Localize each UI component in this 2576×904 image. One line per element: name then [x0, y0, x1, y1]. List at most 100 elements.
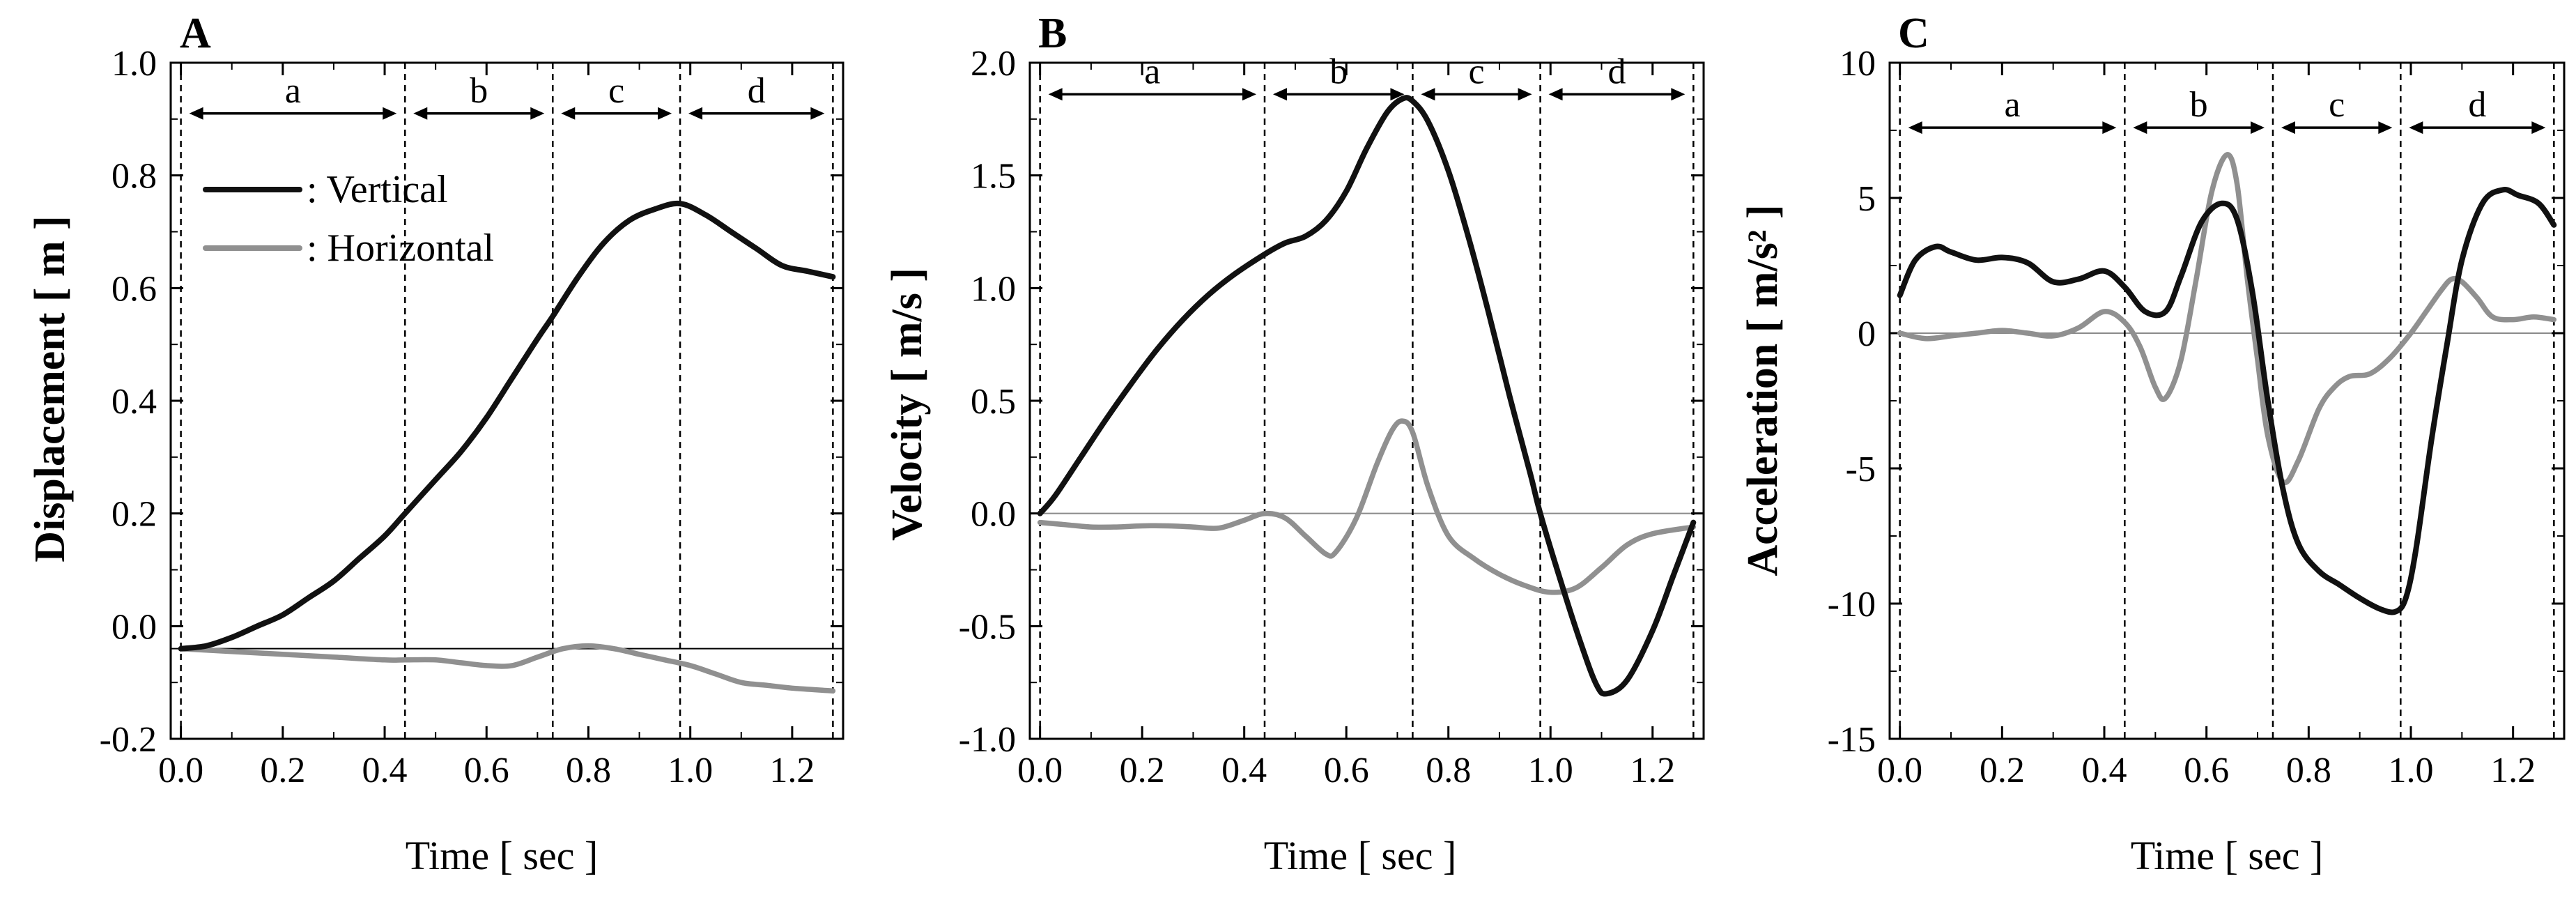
- phase-arrow-head-left: [189, 107, 203, 120]
- y-axis-title: Acceleration [ m/s² ]: [1739, 204, 1787, 576]
- phase-arrow-head-left: [2409, 121, 2423, 135]
- phase-arrow-head-left: [1548, 88, 1563, 101]
- panel-velocity: B Velocity [ m/s ] Time [ sec ] a b c d 0.0 0…: [884, 10, 1705, 878]
- phase-arrow: [2133, 121, 2265, 135]
- x-axis-title: Time [ sec ]: [406, 833, 599, 878]
- series-line-horizontal: [1037, 418, 1697, 595]
- x-tick-label: 0.4: [362, 751, 408, 790]
- x-tick-label: 0.2: [260, 751, 305, 790]
- y-tick-label: 5: [1858, 179, 1876, 219]
- y-tick-label: 1.0: [971, 269, 1016, 309]
- phase-label: a: [2004, 85, 2020, 125]
- phase-label: a: [285, 71, 301, 111]
- x-axis-title: Time [ sec ]: [2131, 833, 2324, 878]
- phase-arrow-head-right: [2251, 121, 2265, 135]
- phase-arrow-head-right: [810, 107, 825, 120]
- y-tick-label: 1.0: [111, 44, 157, 84]
- x-tick-label: 0.8: [1426, 751, 1471, 790]
- y-tick-label: 0.6: [111, 269, 157, 309]
- phase-arrow: [1421, 88, 1532, 101]
- phase-arrow-head-right: [2102, 121, 2117, 135]
- x-axis-title: Time [ sec ]: [1264, 833, 1457, 878]
- y-tick-label: -0.2: [100, 720, 157, 760]
- phase-arrow: [561, 107, 672, 120]
- phase-arrow-head-left: [1272, 88, 1287, 101]
- phase-arrow-head-right: [1390, 88, 1405, 101]
- y-tick-label: 1.5: [971, 157, 1016, 197]
- y-tick-label: 0.4: [111, 382, 157, 422]
- x-tick-label: 1.0: [2389, 751, 2434, 790]
- x-tick-label: 0.2: [1120, 751, 1165, 790]
- series-line-horizontal: [178, 643, 836, 694]
- y-tick-label: 0.0: [111, 607, 157, 647]
- x-tick-label: 0.6: [1324, 751, 1369, 790]
- x-tick-label: 0.0: [158, 751, 203, 790]
- y-tick-label: 0.8: [111, 157, 157, 197]
- x-tick-label: 0.8: [2286, 751, 2331, 790]
- phase-arrow: [189, 107, 397, 120]
- phase-arrow-head-left: [2133, 121, 2147, 135]
- phase-arrow-head-right: [1671, 88, 1686, 101]
- y-tick-label: -1.0: [959, 720, 1016, 760]
- y-tick-label: 0: [1858, 314, 1876, 354]
- y-tick-label: -10: [1828, 585, 1876, 625]
- phase-arrow-head-right: [530, 107, 545, 120]
- y-tick-label: 10: [1840, 44, 1876, 84]
- y-tick-label: -5: [1846, 450, 1876, 489]
- phase-arrow-head-left: [413, 107, 428, 120]
- x-tick-label: 0.6: [2184, 751, 2229, 790]
- x-tick-label: 0.6: [464, 751, 509, 790]
- x-tick-label: 0.2: [1980, 751, 2025, 790]
- phase-label: b: [470, 71, 488, 111]
- x-tick-label: 1.0: [668, 751, 713, 790]
- y-tick-label: 2.0: [971, 44, 1016, 84]
- phase-arrow-head-right: [2378, 121, 2393, 135]
- y-tick-label: 0.0: [971, 495, 1016, 535]
- phase-arrow: [1908, 121, 2117, 135]
- x-tick-label: 0.0: [1017, 751, 1063, 790]
- plot-frame: [1888, 61, 2566, 740]
- x-tick-label: 1.2: [2490, 751, 2536, 790]
- x-tick-label: 0.4: [2082, 751, 2127, 790]
- y-tick-label: -15: [1828, 720, 1876, 760]
- plot-frame: [169, 61, 844, 740]
- panel-letter: C: [1898, 10, 1929, 57]
- x-tick-label: 1.2: [1630, 751, 1675, 790]
- phase-arrow-head-right: [1242, 88, 1256, 101]
- panel-letter: B: [1038, 10, 1067, 57]
- x-tick-label: 0.4: [1221, 751, 1267, 790]
- phase-label: d: [2468, 85, 2486, 125]
- x-tick-label: 1.0: [1528, 751, 1573, 790]
- phase-label: a: [1144, 52, 1160, 91]
- phase-arrow: [2409, 121, 2546, 135]
- phase-arrow-head-right: [658, 107, 672, 120]
- phase-arrow-head-left: [1421, 88, 1435, 101]
- phase-label: c: [2329, 85, 2345, 125]
- panel-acceleration: C Acceleration [ m/s² ] Time [ sec ] a b c…: [1739, 10, 2566, 878]
- phase-arrow-head-right: [2531, 121, 2546, 135]
- phase-arrow-head-right: [383, 107, 397, 120]
- y-tick-label: -0.5: [959, 607, 1016, 647]
- phase-label: d: [1607, 52, 1626, 91]
- phase-arrow: [1048, 88, 1256, 101]
- legend-label-vertical: : Vertical: [307, 168, 448, 211]
- x-tick-label: 1.2: [769, 751, 815, 790]
- phase-arrow-head-left: [2281, 121, 2295, 135]
- phase-arrow-head-left: [1908, 121, 1922, 135]
- phase-label: b: [2190, 85, 2208, 125]
- series-line-vertical: [1037, 95, 1697, 697]
- phase-label: c: [1468, 52, 1484, 91]
- phase-arrow: [2281, 121, 2393, 135]
- panel-displacement: A Displacement [ m ] Time [ sec ] a b c d 0.…: [26, 10, 844, 878]
- x-tick-label: 0.8: [566, 751, 611, 790]
- phase-arrow-head-left: [1048, 88, 1063, 101]
- phase-arrow-head-left: [561, 107, 576, 120]
- phase-arrow: [688, 107, 825, 120]
- legend: : Vertical: Horizontal: [203, 168, 494, 270]
- y-axis-title: Velocity [ m/s ]: [884, 268, 931, 541]
- x-tick-label: 0.0: [1877, 751, 1922, 790]
- phase-label: d: [748, 71, 766, 111]
- y-tick-label: 0.5: [971, 382, 1016, 422]
- series-line-vertical: [178, 200, 836, 652]
